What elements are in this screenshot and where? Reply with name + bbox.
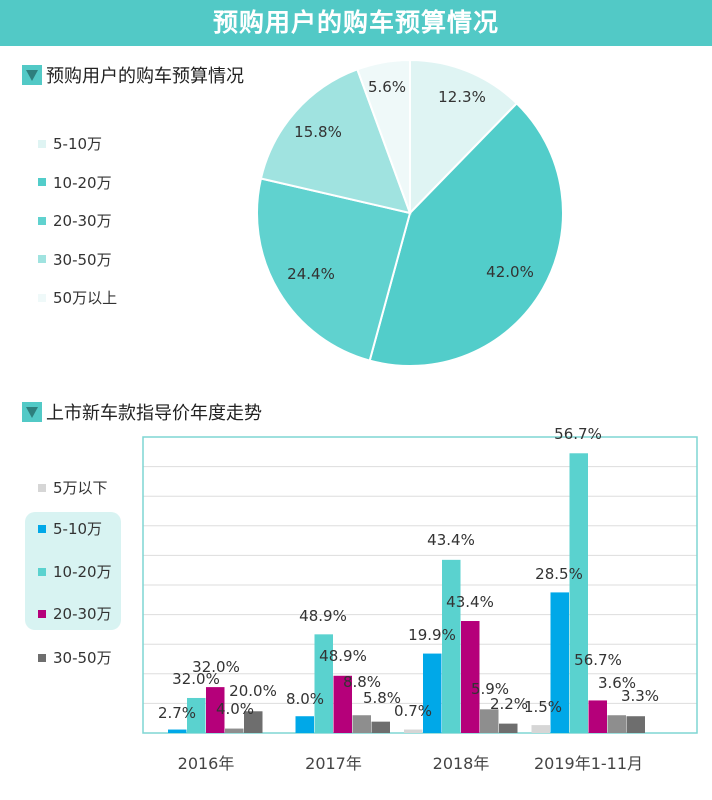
legend-label: 20-30万 [53, 212, 112, 230]
pie-legend-item: 20-30万 [38, 210, 112, 231]
bar-data-label: 43.4% [446, 593, 494, 611]
pie-slice-label: 42.0% [486, 263, 534, 281]
bar [404, 729, 423, 733]
bar-data-label: 5.9% [471, 680, 509, 698]
bar-legend-item: 10-20万 [38, 561, 112, 582]
bar-legend-item: 30-50万 [38, 647, 112, 668]
bar [588, 700, 607, 733]
pie-legend-item: 10-20万 [38, 172, 112, 193]
legend-swatch [38, 524, 46, 533]
bar [314, 634, 333, 733]
pie-slice [256, 177, 412, 362]
x-tick-label: 2016年 [177, 754, 235, 773]
bar-data-label: 43.4% [427, 531, 475, 549]
bar [531, 725, 550, 733]
triangle-down-icon [22, 402, 42, 422]
legend-label: 5-10万 [53, 135, 103, 153]
bar-data-label: 48.9% [319, 647, 367, 665]
pie-slice-label: 15.8% [294, 123, 342, 141]
x-tick-label: 2019年1-11月 [533, 754, 644, 773]
bar [550, 592, 569, 733]
bar [225, 728, 244, 733]
pie-section-header: 预购用户的购车预算情况 [22, 62, 244, 88]
bar-data-label: 8.0% [286, 690, 324, 708]
bar-data-label: 32.0% [192, 658, 240, 676]
bar [499, 723, 518, 733]
bar-data-label: 0.7% [394, 702, 432, 720]
legend-swatch [38, 567, 46, 576]
legend-swatch [38, 216, 46, 225]
pie-legend-item: 5-10万 [38, 133, 102, 154]
bar-data-label: 56.7% [554, 425, 602, 443]
bar-data-label: 19.9% [408, 626, 456, 644]
bar [244, 711, 263, 733]
bar-data-label: 28.5% [535, 565, 583, 583]
bar-data-label: 56.7% [574, 651, 622, 669]
bar-data-label: 2.7% [158, 704, 196, 722]
bar-data-label: 20.0% [229, 682, 277, 700]
pie-legend-item: 50万以上 [38, 287, 117, 308]
bar-data-label: 4.0% [216, 700, 254, 718]
legend-label: 50万以上 [53, 289, 118, 307]
bar [206, 687, 225, 733]
triangle-down-icon [22, 65, 42, 85]
legend-swatch [38, 255, 46, 263]
pie-slice [259, 68, 412, 215]
legend-label: 5-10万 [53, 520, 103, 538]
legend-swatch [38, 178, 46, 186]
legend-label: 5万以下 [53, 479, 108, 497]
bar-data-label: 2.2% [490, 695, 528, 713]
bar [607, 715, 626, 733]
bar [626, 716, 645, 733]
bar-data-label: 3.3% [621, 687, 659, 705]
pie-slice [368, 101, 564, 367]
legend-swatch [38, 293, 46, 302]
pie-slice-label: 5.6% [368, 78, 406, 96]
legend-label: 20-30万 [53, 605, 112, 623]
bar-data-label: 5.8% [363, 689, 401, 707]
pie-title: 预购用户的购车预算情况 [46, 66, 244, 87]
pie-slice-label: 12.3% [438, 88, 486, 106]
bar-legend-item: 5万以下 [38, 477, 108, 498]
bar [480, 709, 499, 733]
bar-data-label: 8.8% [343, 673, 381, 691]
x-tick-label: 2018年 [432, 754, 490, 773]
bar [333, 675, 352, 733]
bar [168, 729, 187, 733]
bar [461, 621, 480, 733]
bar-legend-item: 5-10万 [38, 518, 102, 539]
bar-data-label: 48.9% [299, 607, 347, 625]
bar [371, 721, 390, 733]
bar [295, 716, 314, 733]
pie-slice [409, 58, 519, 216]
bar [352, 715, 371, 733]
bar-data-label: 1.5% [524, 698, 562, 716]
bar-title: 上市新车款指导价年度走势 [46, 403, 262, 424]
bar-data-label: 3.6% [598, 674, 636, 692]
bar [187, 697, 206, 733]
pie-slice-label: 24.4% [287, 265, 335, 283]
legend-label: 30-50万 [53, 649, 112, 667]
pie-slice [356, 58, 411, 214]
legend-label: 10-20万 [53, 173, 112, 192]
bar-legend-item: 20-30万 [38, 603, 112, 624]
bar [423, 653, 442, 733]
legend-swatch [38, 139, 46, 148]
bar [442, 559, 461, 733]
legend-label: 10-20万 [53, 563, 112, 581]
bar-data-label: 32.0% [172, 670, 220, 688]
bar [569, 453, 588, 733]
legend-swatch [38, 483, 46, 492]
x-tick-label: 2017年 [305, 754, 362, 773]
bar-section-header: 上市新车款指导价年度走势 [22, 399, 262, 425]
legend-label: 30-50万 [53, 250, 112, 269]
legend-swatch [38, 653, 46, 662]
banner-title: 预购用户的购车预算情况 [0, 0, 712, 46]
pie-legend-item: 30-50万 [38, 249, 112, 270]
legend-swatch [38, 609, 46, 618]
